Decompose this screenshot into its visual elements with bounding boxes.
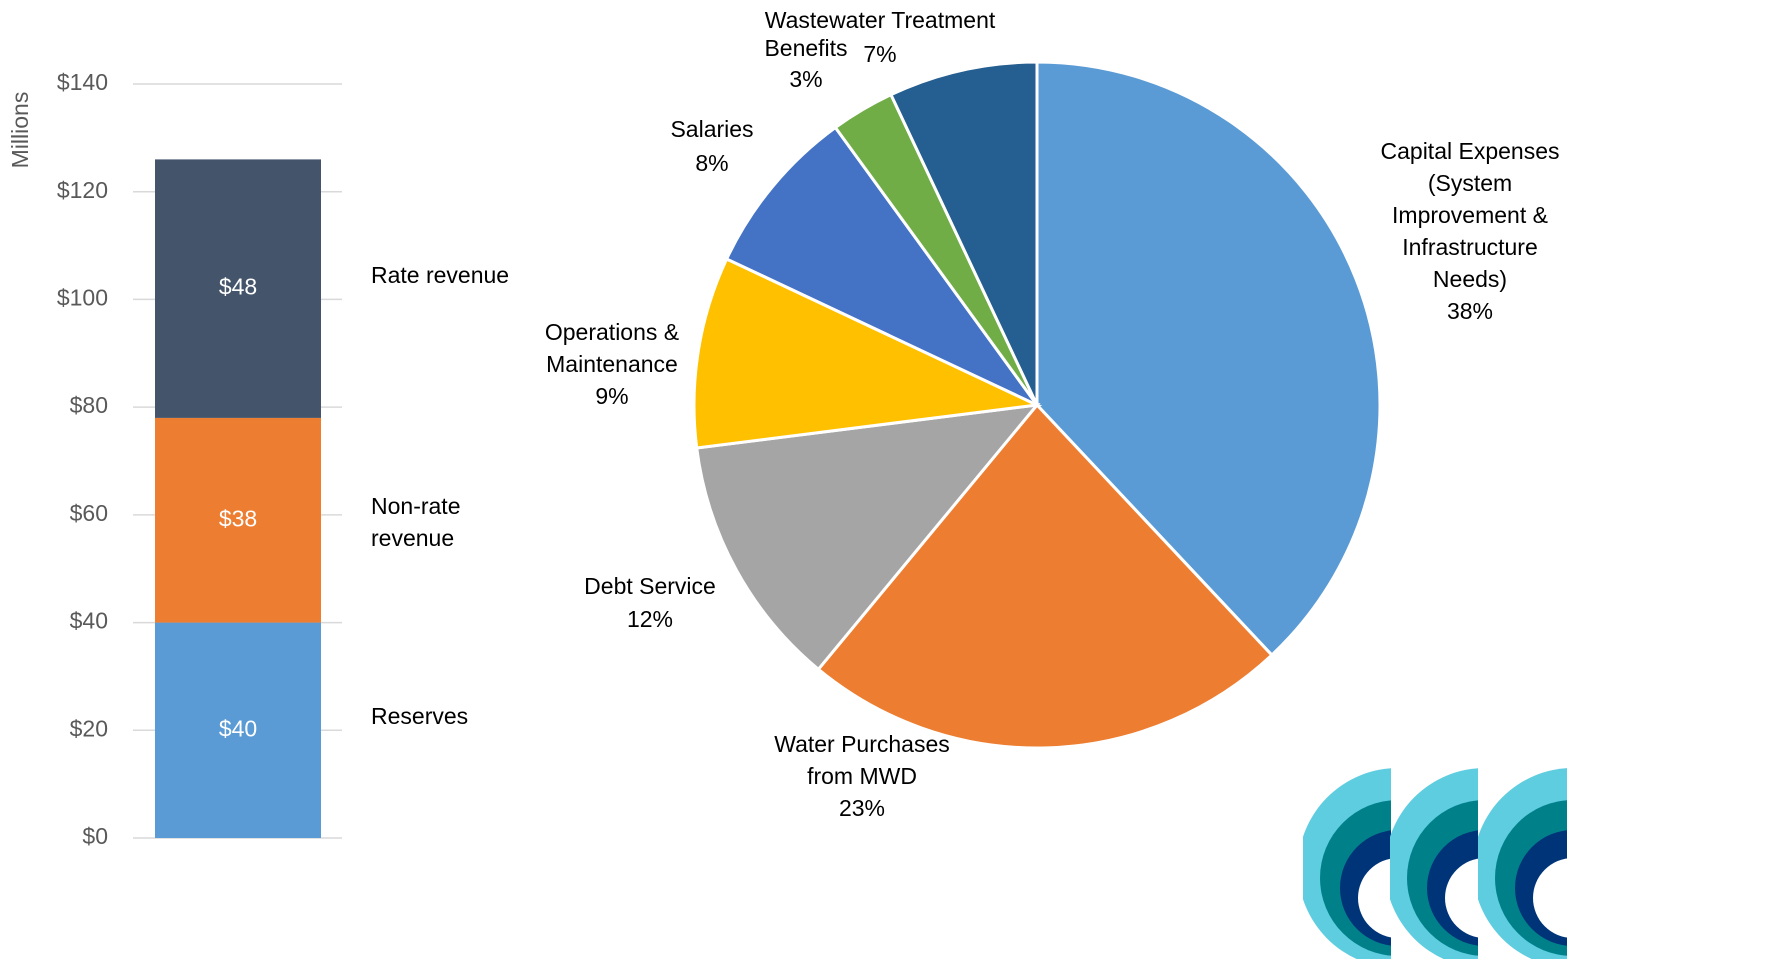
value-label: 7% (863, 41, 897, 67)
category-label: Debt Service (584, 573, 716, 599)
pie-slice (692, 256, 1043, 450)
y-tick-label: $0 (82, 823, 108, 849)
pie-slice (695, 403, 1041, 672)
pie-slice (816, 402, 1274, 750)
value-label: 38% (1446, 298, 1494, 324)
bar-segment (155, 159, 321, 418)
logo (1303, 768, 1567, 959)
category-label: Salaries (670, 116, 754, 142)
category-label: Capital Expenses (System Improvement & I… (1380, 138, 1560, 292)
y-tick-label: $100 (57, 285, 108, 311)
value-label: 8% (695, 150, 729, 176)
value-label: 12% (626, 606, 674, 632)
pie-slice (724, 125, 1039, 407)
legend-label: Reserves (371, 703, 469, 730)
value-label: $38 (219, 505, 257, 531)
legend-label: Non-rate revenue (371, 493, 461, 552)
legend-label: Rate revenue (371, 261, 510, 288)
bar-segment (155, 417, 321, 623)
category-label: Wastewater Treatment (764, 7, 996, 33)
bar-segment (155, 622, 321, 838)
value-label: $40 (219, 715, 257, 741)
pie-slice (1035, 60, 1382, 658)
y-tick-label: $60 (70, 500, 108, 526)
y-tick-label: $120 (57, 177, 108, 203)
y-axis-label: Millions (7, 92, 33, 169)
y-tick-label: $140 (57, 69, 108, 95)
value-label: 9% (595, 383, 629, 409)
category-label: Benefits (764, 35, 848, 61)
category-label: Operations & Maintenance (544, 319, 680, 377)
y-tick-label: $40 (70, 608, 108, 634)
value-label: 3% (789, 66, 823, 92)
category-label: Water Purchases from MWD (774, 731, 950, 789)
y-tick-label: $20 (70, 715, 108, 741)
value-label: $48 (219, 274, 257, 300)
pie-slice (888, 60, 1039, 406)
value-label: 23% (838, 795, 886, 821)
y-tick-label: $80 (70, 392, 108, 418)
